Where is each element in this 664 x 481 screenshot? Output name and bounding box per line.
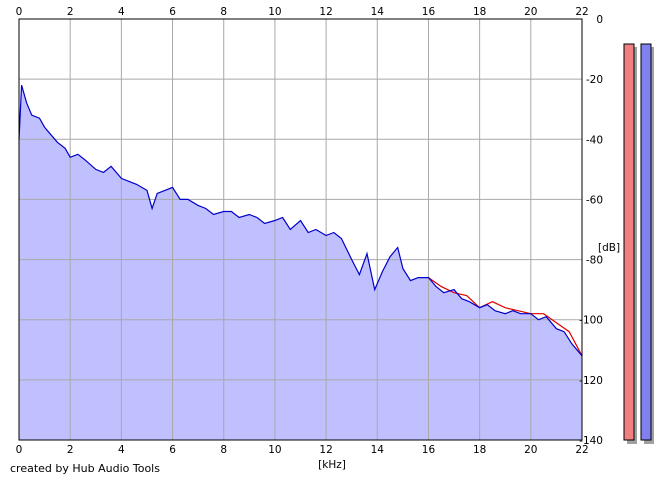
x-tick-label-top: 16: [422, 6, 436, 18]
level-meter-right: [640, 43, 654, 444]
x-tick-label-top: 18: [473, 6, 486, 18]
x-tick-label-bottom: 20: [524, 444, 537, 456]
series-line-red: [428, 277, 583, 357]
y-axis-unit-label: [dB]: [598, 242, 620, 254]
x-axis-unit-label: [kHz]: [318, 459, 346, 471]
x-tick-label-top: 0: [16, 6, 23, 18]
spectrum-fill-area: [19, 85, 582, 440]
x-tick-label-top: 22: [575, 6, 588, 18]
x-tick-label-top: 4: [118, 6, 125, 18]
y-axis-right-ticks: 0 -20 -40 -60 -80 -100 -120 -140: [579, 14, 603, 447]
y-tick-label: -100: [579, 315, 603, 327]
y-tick-label: 0: [596, 14, 603, 26]
y-tick-label: -120: [579, 375, 603, 387]
y-tick-label: -40: [586, 134, 603, 146]
grid-lines: [19, 19, 582, 440]
x-tick-label-top: 2: [67, 6, 74, 18]
x-tick-label-top: 10: [268, 6, 281, 18]
x-tick-label-bottom: 6: [169, 444, 176, 456]
x-tick-label-bottom: 22: [575, 444, 588, 456]
x-tick-label-bottom: 10: [268, 444, 281, 456]
spectrum-series: [18, 85, 583, 357]
x-tick-label-bottom: 16: [422, 444, 436, 456]
x-tick-label-top: 14: [371, 6, 385, 18]
x-axis-bottom-ticks: 0 2 4 6 8 10 12 14 16 18 20 22: [16, 444, 589, 456]
x-tick-label-top: 20: [524, 6, 537, 18]
x-tick-label-top: 6: [169, 6, 176, 18]
x-tick-label-bottom: 2: [67, 444, 74, 456]
series-line-blue: [18, 85, 583, 357]
x-axis-top-ticks: 0 2 4 6 8 10 12 14 16 18 20 22: [16, 6, 589, 18]
x-tick-label-bottom: 18: [473, 444, 486, 456]
x-tick-label-bottom: 4: [118, 444, 125, 456]
x-tick-label-top: 12: [319, 6, 332, 18]
plot-border: [18, 18, 583, 441]
y-tick-label: -140: [579, 435, 603, 447]
y-tick-label: -80: [586, 255, 603, 267]
x-tick-label-top: 8: [220, 6, 227, 18]
level-meter-left: [623, 43, 637, 444]
x-tick-label-bottom: 14: [371, 444, 385, 456]
x-tick-label-bottom: 0: [16, 444, 23, 456]
x-tick-label-bottom: 8: [220, 444, 227, 456]
y-tick-label: -60: [586, 194, 603, 206]
y-tick-label: -20: [586, 74, 603, 86]
credit-text: created by Hub Audio Tools: [10, 462, 160, 475]
spectrum-fill: [19, 85, 582, 440]
x-tick-label-bottom: 12: [319, 444, 332, 456]
